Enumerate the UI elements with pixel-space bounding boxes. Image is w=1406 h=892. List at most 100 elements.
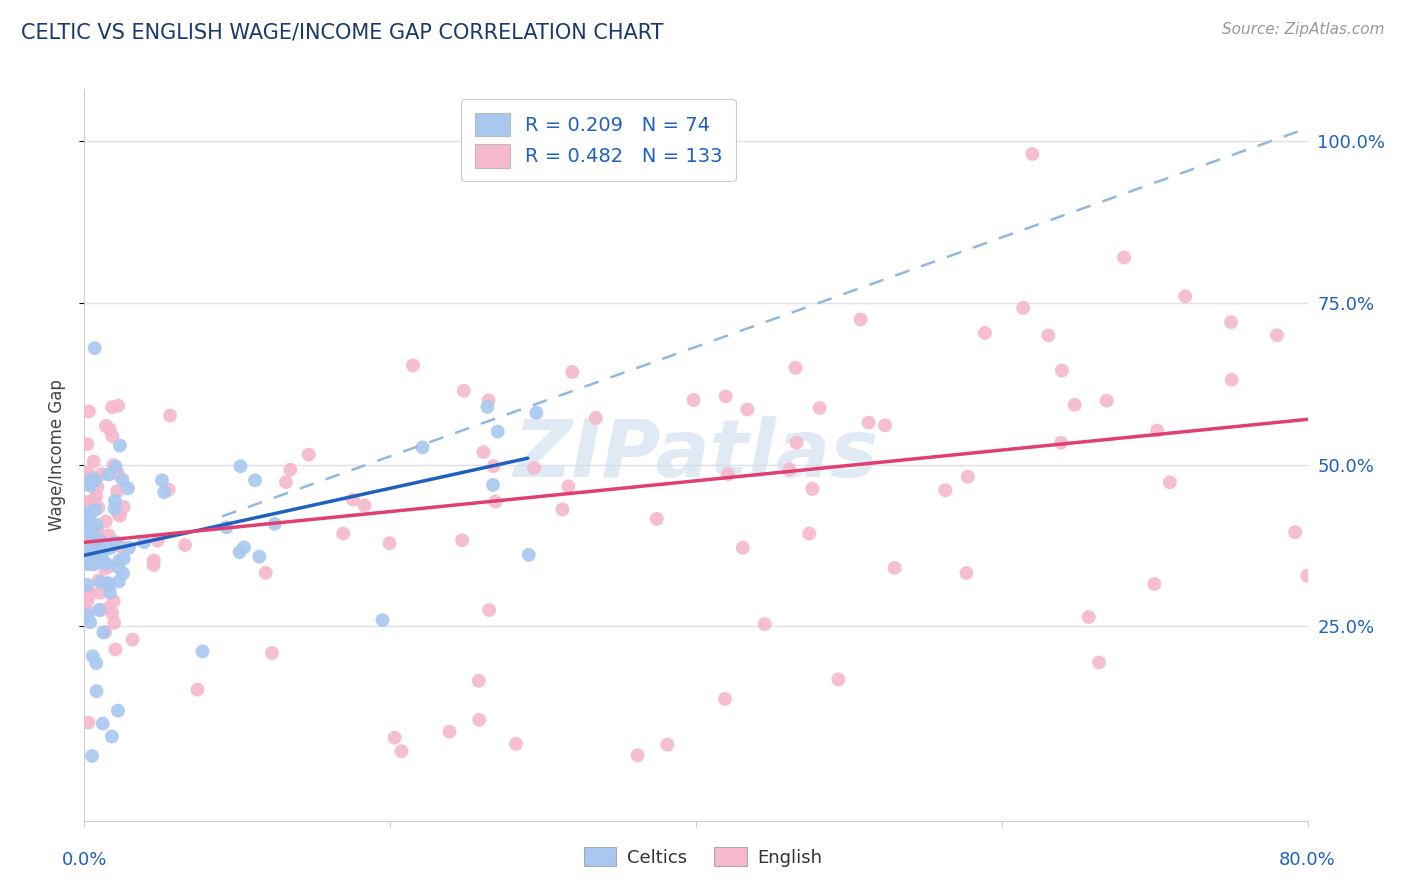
Point xyxy=(523,461,546,475)
Point xyxy=(84,543,107,558)
Point xyxy=(873,418,896,433)
Point xyxy=(1088,656,1111,670)
Point xyxy=(84,489,107,503)
Point xyxy=(278,463,301,477)
Point xyxy=(89,585,111,599)
Point xyxy=(384,731,406,745)
Point xyxy=(157,483,180,497)
Point xyxy=(645,512,668,526)
Point xyxy=(110,540,132,554)
Point xyxy=(472,445,495,459)
Point xyxy=(737,402,759,417)
Point xyxy=(1050,363,1073,377)
Point xyxy=(76,583,98,598)
Point xyxy=(77,534,100,549)
Point xyxy=(76,513,98,527)
Point xyxy=(84,537,107,551)
Point xyxy=(94,418,117,433)
Point xyxy=(76,524,98,539)
Point xyxy=(108,574,131,589)
Point xyxy=(1050,435,1073,450)
Point xyxy=(934,483,956,498)
Point xyxy=(84,523,107,537)
Point xyxy=(91,555,114,569)
Legend: R = 0.209   N = 74, R = 0.482   N = 133: R = 0.209 N = 74, R = 0.482 N = 133 xyxy=(461,99,737,181)
Point xyxy=(779,462,801,476)
Point xyxy=(90,574,112,589)
Point xyxy=(142,553,165,567)
Point xyxy=(411,441,433,455)
Point xyxy=(627,748,650,763)
Point xyxy=(955,566,977,580)
Point xyxy=(84,473,107,487)
Point xyxy=(89,552,111,566)
Point xyxy=(1063,398,1085,412)
Point xyxy=(86,523,108,537)
Point xyxy=(94,562,117,576)
Point xyxy=(84,503,107,517)
Point xyxy=(1296,568,1319,582)
Point xyxy=(108,439,131,453)
Point xyxy=(103,501,125,516)
Point xyxy=(1174,289,1197,303)
Point xyxy=(82,649,104,664)
Point xyxy=(799,526,821,541)
Point xyxy=(91,716,114,731)
Point xyxy=(79,521,101,535)
Point xyxy=(93,578,115,592)
Point xyxy=(174,538,197,552)
Point xyxy=(551,502,574,516)
Point xyxy=(260,646,283,660)
Point xyxy=(83,341,105,355)
Point xyxy=(79,510,101,524)
Point xyxy=(808,401,831,415)
Point xyxy=(97,528,120,542)
Point xyxy=(371,613,394,627)
Point xyxy=(100,541,122,555)
Point xyxy=(79,615,101,630)
Text: 80.0%: 80.0% xyxy=(1279,851,1336,869)
Point xyxy=(1114,251,1136,265)
Point xyxy=(1077,610,1099,624)
Point xyxy=(134,535,156,549)
Point xyxy=(482,478,505,492)
Point xyxy=(121,632,143,647)
Point xyxy=(87,574,110,588)
Point xyxy=(263,516,285,531)
Point xyxy=(87,500,110,515)
Point xyxy=(478,603,501,617)
Point xyxy=(97,559,120,574)
Point xyxy=(353,499,375,513)
Point xyxy=(83,454,105,468)
Point xyxy=(105,484,128,499)
Point xyxy=(103,594,125,608)
Point xyxy=(101,429,124,443)
Point xyxy=(1159,475,1181,490)
Point xyxy=(274,475,297,489)
Point xyxy=(731,541,754,555)
Point xyxy=(505,737,527,751)
Point xyxy=(858,416,880,430)
Point xyxy=(451,533,474,548)
Point xyxy=(477,393,499,408)
Point xyxy=(786,435,808,450)
Point xyxy=(342,492,364,507)
Point xyxy=(1220,315,1243,329)
Point xyxy=(883,561,905,575)
Point xyxy=(717,467,740,482)
Y-axis label: Wage/Income Gap: Wage/Income Gap xyxy=(48,379,66,531)
Point xyxy=(332,526,354,541)
Point xyxy=(585,411,607,425)
Point xyxy=(801,482,824,496)
Point xyxy=(484,494,506,508)
Text: ZIPatlas: ZIPatlas xyxy=(513,416,879,494)
Point xyxy=(402,359,425,373)
Point xyxy=(657,738,679,752)
Point xyxy=(215,520,238,534)
Point xyxy=(101,730,124,744)
Point xyxy=(103,615,125,630)
Point xyxy=(243,473,266,487)
Point xyxy=(98,422,121,436)
Point xyxy=(94,624,117,639)
Point xyxy=(104,642,127,657)
